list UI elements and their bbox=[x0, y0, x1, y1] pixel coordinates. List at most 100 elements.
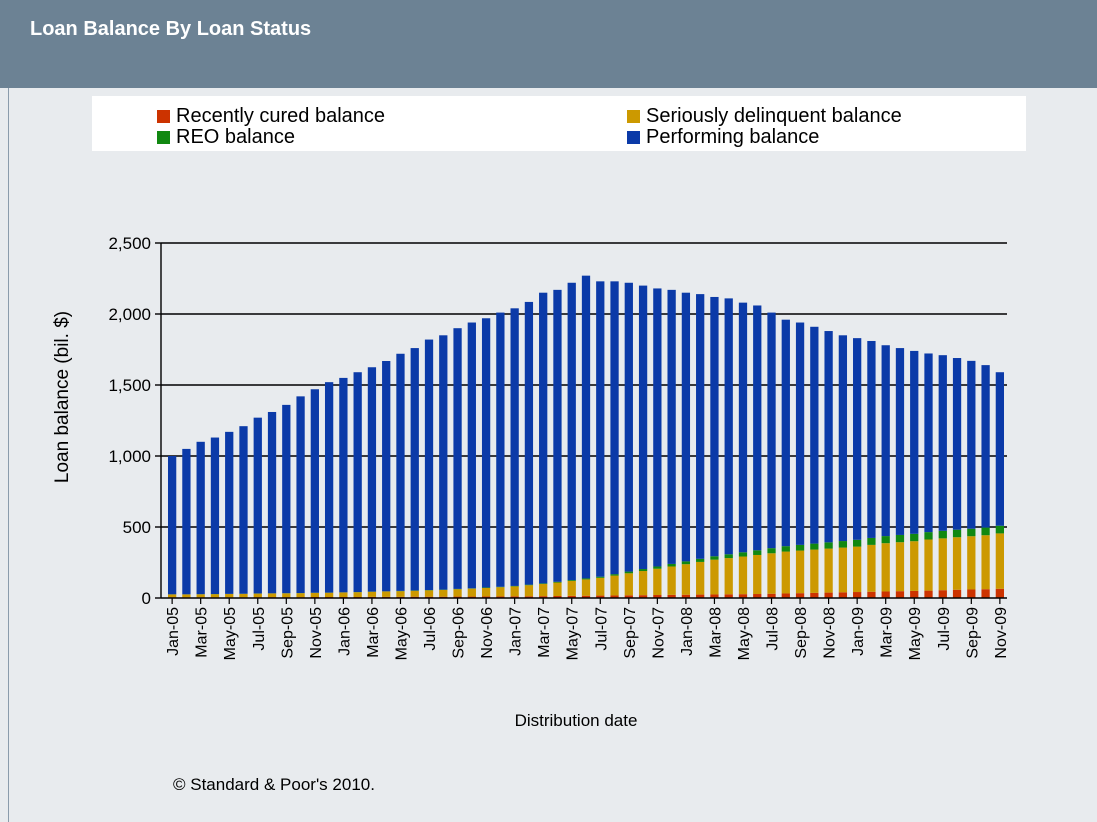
bar-Jan-08-series-2 bbox=[681, 561, 691, 565]
bar-Oct-05-series-3 bbox=[296, 396, 305, 594]
bar-Feb-07-series-0 bbox=[524, 596, 534, 598]
bar-Dec-05-series-3 bbox=[324, 382, 334, 593]
bar-Jun-07-series-1 bbox=[581, 579, 591, 596]
bar-Feb-09-series-1 bbox=[867, 544, 876, 592]
bar-Mar-08-series-0 bbox=[710, 594, 719, 598]
bar-Feb-09-series-0 bbox=[867, 591, 876, 598]
bar-Sep-07-series-3 bbox=[624, 282, 633, 572]
bar-Feb-07-series-3 bbox=[524, 301, 534, 585]
bar-May-07-series-3 bbox=[567, 282, 576, 581]
x-tick-label-12: Jan-07 bbox=[508, 607, 525, 656]
x-tick-label-6: Jan-06 bbox=[336, 607, 353, 656]
bar-Dec-07-series-1 bbox=[667, 566, 676, 595]
bar-May-06-series-3 bbox=[396, 353, 405, 591]
bar-Apr-07-series-2 bbox=[553, 581, 562, 583]
x-axis-ticks: Jan-05 Mar-05 May-05 Jul-05 Sep-05 Nov-05 Jan-… bbox=[165, 598, 1010, 660]
chart-legend: Recently cured balance REO balance Serio… bbox=[92, 96, 1026, 151]
bar-Apr-05-series-1 bbox=[210, 594, 220, 598]
legend-swatch-performing bbox=[627, 130, 640, 144]
bar-Jul-09-series-0 bbox=[938, 590, 947, 598]
legend-item-reo: REO balance bbox=[157, 126, 295, 148]
bar-Mar-06-series-1 bbox=[367, 591, 377, 597]
bar-Nov-06-series-0 bbox=[481, 596, 491, 598]
bar-Mar-05-series-1 bbox=[196, 594, 205, 598]
bar-Jul-09-series-1 bbox=[938, 538, 947, 591]
x-tick-label-9: Jul-06 bbox=[422, 607, 439, 651]
bar-Nov-09-series-3 bbox=[995, 372, 1005, 526]
legend-item-recently-cured: Recently cured balance bbox=[157, 105, 385, 127]
bar-Jun-09-series-1 bbox=[924, 539, 933, 591]
bar-Jan-07-series-3 bbox=[510, 308, 519, 586]
bar-Nov-08-series-1 bbox=[824, 548, 833, 593]
bar-Aug-09-series-3 bbox=[952, 358, 962, 530]
bar-Feb-09-series-3 bbox=[867, 340, 876, 538]
bar-Dec-08-series-3 bbox=[838, 335, 848, 542]
bar-Jun-09-series-3 bbox=[924, 353, 933, 533]
bar-Dec-08-series-1 bbox=[838, 547, 848, 593]
x-tick-label-16: Sep-07 bbox=[622, 607, 639, 659]
bar-Apr-09-series-2 bbox=[895, 534, 905, 543]
bar-Nov-07-series-3 bbox=[653, 288, 662, 567]
copyright-notice: © Standard & Poor's 2010. bbox=[173, 775, 375, 794]
bar-Jan-08-series-1 bbox=[681, 564, 691, 595]
bar-May-08-series-3 bbox=[738, 302, 748, 553]
x-axis-label: Distribution date bbox=[515, 711, 638, 730]
bar-Apr-08-series-0 bbox=[724, 594, 733, 598]
bar-Feb-07-series-2 bbox=[524, 584, 534, 586]
x-tick-label-5: Nov-05 bbox=[308, 607, 325, 659]
bar-Aug-07-series-0 bbox=[610, 595, 619, 598]
bar-Feb-05-series-3 bbox=[182, 448, 191, 595]
bar-Feb-08-series-0 bbox=[696, 594, 705, 598]
bar-May-09-series-0 bbox=[910, 590, 919, 598]
bar-Feb-08-series-3 bbox=[696, 294, 705, 559]
bar-Nov-09-series-1 bbox=[995, 533, 1005, 589]
bar-Jul-08-series-2 bbox=[767, 548, 776, 554]
bar-Mar-05-series-3 bbox=[196, 441, 205, 595]
bar-May-07-series-0 bbox=[567, 595, 576, 598]
bar-Aug-05-series-1 bbox=[267, 593, 277, 598]
bar-May-08-series-0 bbox=[738, 594, 748, 598]
x-tick-label-20: May-08 bbox=[736, 607, 753, 660]
bar-Jul-08-series-0 bbox=[767, 593, 776, 598]
bar-Aug-08-series-0 bbox=[781, 593, 790, 598]
bar-Feb-07-series-1 bbox=[524, 585, 534, 597]
bar-Jun-05-series-1 bbox=[239, 593, 248, 598]
bar-Jun-08-series-1 bbox=[753, 554, 762, 595]
bar-Aug-08-series-3 bbox=[781, 319, 790, 547]
bar-Nov-07-series-0 bbox=[653, 595, 662, 598]
bar-Aug-05-series-3 bbox=[267, 411, 277, 594]
bar-Aug-06-series-3 bbox=[439, 335, 448, 590]
bar-Jan-07-series-0 bbox=[510, 596, 519, 598]
bar-Dec-06-series-3 bbox=[496, 312, 505, 587]
bar-Oct-07-series-2 bbox=[638, 569, 648, 572]
y-tick-label-1: 500 bbox=[123, 518, 151, 537]
bar-Oct-06-series-1 bbox=[467, 588, 476, 597]
bar-Mar-08-series-1 bbox=[710, 559, 719, 595]
x-tick-label-13: Mar-07 bbox=[536, 607, 553, 658]
bar-Apr-09-series-0 bbox=[895, 591, 905, 598]
x-tick-label-0: Jan-05 bbox=[165, 607, 182, 656]
bar-Sep-07-series-2 bbox=[624, 571, 633, 574]
bar-Jun-07-series-3 bbox=[581, 275, 591, 579]
bar-Nov-05-series-3 bbox=[310, 389, 319, 593]
bar-Aug-07-series-2 bbox=[610, 574, 619, 576]
bar-Jan-05-series-3 bbox=[167, 456, 177, 595]
bar-Jan-06-series-1 bbox=[339, 592, 348, 598]
bar-Jun-08-series-3 bbox=[753, 305, 762, 551]
bar-Oct-07-series-1 bbox=[638, 571, 648, 596]
bar-May-08-series-2 bbox=[738, 552, 748, 557]
bar-Mar-09-series-1 bbox=[881, 543, 890, 592]
bar-Mar-09-series-2 bbox=[881, 536, 890, 544]
x-tick-label-22: Sep-08 bbox=[793, 607, 810, 659]
bar-Nov-07-series-1 bbox=[653, 568, 662, 596]
bar-Jun-08-series-2 bbox=[753, 550, 762, 555]
bar-Oct-08-series-0 bbox=[810, 592, 819, 598]
bar-Jan-08-series-0 bbox=[681, 594, 691, 598]
bar-Sep-09-series-1 bbox=[967, 536, 976, 590]
bar-Mar-08-series-2 bbox=[710, 556, 719, 560]
bar-Nov-09-series-0 bbox=[995, 588, 1005, 598]
legend-swatch-reo bbox=[157, 130, 170, 144]
bar-Sep-09-series-0 bbox=[967, 589, 976, 598]
x-tick-label-8: May-06 bbox=[393, 607, 410, 660]
